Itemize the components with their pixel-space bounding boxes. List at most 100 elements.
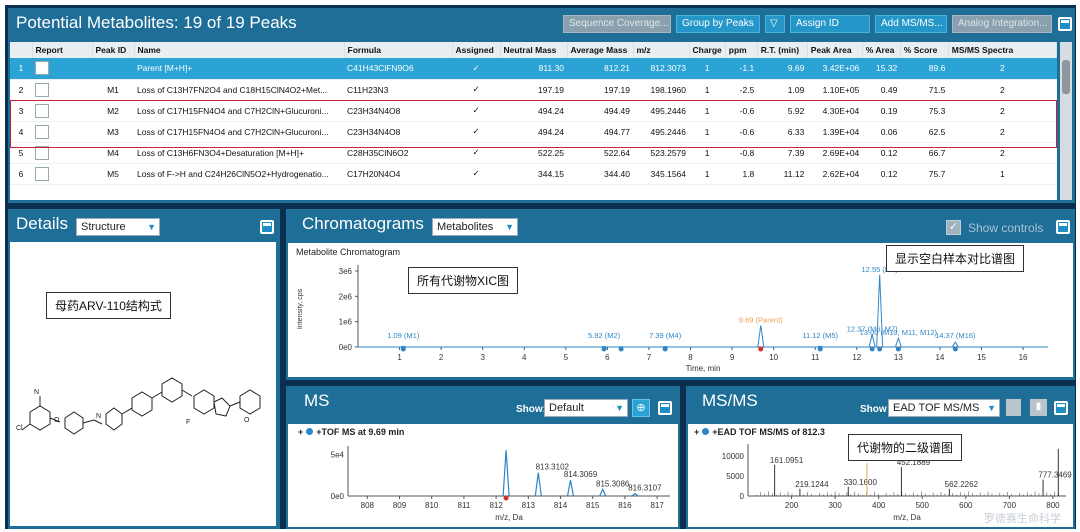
- analog-integration-button[interactable]: Analog Integration...: [952, 15, 1052, 33]
- cell-score: 89.6: [900, 58, 949, 80]
- report-checkbox[interactable]: [35, 145, 49, 160]
- trace-dot-icon: [306, 428, 314, 435]
- peak-marker: [869, 346, 875, 352]
- chevron-down-icon: ▼: [147, 222, 156, 232]
- cell-parea: 0.06: [862, 121, 901, 143]
- cell-idx: 3: [10, 100, 32, 122]
- col-header-msms-spectra[interactable]: MS/MS Spectra: [948, 42, 1057, 58]
- peak-label: 452.1889: [897, 458, 931, 467]
- table-row[interactable]: 3 M2 Loss of C17H15FN4O4 and C7H2ClN+Glucu…: [10, 100, 1057, 122]
- expand-icon[interactable]: +: [298, 427, 304, 437]
- svg-text:O: O: [244, 417, 250, 424]
- x-tick-label: 9: [730, 353, 735, 362]
- ms-spectrum-chart[interactable]: 0e0 5e4 808 809 810 811 812 813 814 815 816 817 m/z,…: [288, 424, 678, 527]
- report-cell[interactable]: [32, 58, 92, 80]
- table-row[interactable]: 6 M5 Loss of F->H and C24H26ClN5O2+Hydroge…: [10, 163, 1057, 185]
- col-header-neutral-mass[interactable]: Neutral Mass: [500, 42, 568, 58]
- structure-annotation: 母药ARV-110结构式: [46, 292, 171, 319]
- msms-show-select[interactable]: EAD TOF MS/MS ▼: [888, 399, 1000, 417]
- msms-maximize-icon[interactable]: [1054, 401, 1068, 415]
- report-cell[interactable]: [32, 163, 92, 185]
- cell-msms: 2: [948, 79, 1057, 101]
- peaks-table: Report Peak ID Name Formula Assigned Neu…: [10, 42, 1057, 185]
- table-scrollbar[interactable]: [1060, 42, 1072, 200]
- report-checkbox[interactable]: [35, 124, 49, 139]
- x-tick-label: 4: [522, 353, 527, 362]
- col-header-peak-area[interactable]: Peak Area: [807, 42, 863, 58]
- peak-label: 777.3469: [1038, 471, 1072, 480]
- col-header-report[interactable]: Report: [32, 42, 93, 58]
- scrollbar-thumb[interactable]: [1062, 60, 1070, 94]
- y-axis-label: Intensity, cps: [297, 288, 304, 329]
- col-header-average-mass[interactable]: Average Mass: [567, 42, 634, 58]
- x-tick-label: 811: [458, 501, 471, 510]
- col-header-assigned[interactable]: Assigned: [452, 42, 501, 58]
- table-row[interactable]: 2 M1 Loss of C13H7FN2O4 and C18H15ClN4O2+M…: [10, 79, 1057, 101]
- add-msms-button[interactable]: Add MS/MS...: [875, 15, 947, 33]
- cell-rt: 1.09: [757, 79, 808, 101]
- col-header-charge[interactable]: Charge: [689, 42, 726, 58]
- ms-show-select[interactable]: Default ▼: [544, 399, 628, 417]
- sequence-coverage-button[interactable]: Sequence Coverage...: [563, 15, 671, 33]
- table-row[interactable]: 1 Parent [M+H]+ C41H43ClFN9O6 ✓ 811.30 812.21…: [10, 58, 1057, 80]
- cell-ppm: -1.1: [725, 58, 758, 80]
- svg-text:N: N: [96, 413, 101, 420]
- expand-icon[interactable]: +: [694, 427, 700, 437]
- col-header-percent-score[interactable]: % Score: [900, 42, 949, 58]
- report-checkbox[interactable]: [35, 61, 49, 76]
- svg-text:F: F: [186, 419, 190, 426]
- details-panel: Details Structure ▼ 母药ARV-110结构式: [8, 209, 280, 529]
- report-checkbox[interactable]: [35, 166, 49, 181]
- col-header-formula[interactable]: Formula: [344, 42, 453, 58]
- report-cell[interactable]: [32, 79, 92, 101]
- report-cell[interactable]: [32, 121, 92, 143]
- x-tick-label: 814: [554, 501, 568, 510]
- col-header-ppm[interactable]: ppm: [725, 42, 758, 58]
- col-header-percent-area[interactable]: % Area: [862, 42, 901, 58]
- cell-area: 1.39E+04: [807, 121, 863, 143]
- chromatogram-view-select[interactable]: Metabolites ▼: [432, 218, 518, 236]
- delete-button[interactable]: ▮: [1030, 399, 1047, 416]
- maximize-icon[interactable]: [1058, 17, 1072, 31]
- x-tick-label: 817: [650, 501, 664, 510]
- col-header-mz[interactable]: m/z: [633, 42, 690, 58]
- cell-mz: 495.2446: [633, 121, 689, 143]
- cell-rt: 6.33: [757, 121, 808, 143]
- col-header-index[interactable]: [10, 42, 33, 58]
- details-maximize-icon[interactable]: [260, 220, 274, 234]
- group-by-peaks-button[interactable]: Group by Peaks: [676, 15, 760, 33]
- x-tick-label: 1: [397, 353, 402, 362]
- assign-id-button[interactable]: Assign ID: [790, 15, 870, 33]
- cell-formula: C11H23N3: [344, 79, 452, 101]
- structure-drawing: Cl N O N F O: [16, 377, 261, 435]
- trace-dot-icon: [702, 428, 710, 435]
- zoom-button[interactable]: ⊕: [632, 399, 650, 417]
- col-header-peak-id[interactable]: Peak ID: [92, 42, 135, 58]
- col-header-rt[interactable]: R.T. (min): [757, 42, 808, 58]
- cell-charge: 1: [689, 79, 726, 101]
- cell-parea: 15.32: [862, 58, 901, 80]
- x-tick-label: 16: [1019, 353, 1028, 362]
- msms-spectrum-chart[interactable]: 0 5000 10000 200 300 400 500 600 700 800 m/z, Da 16…: [688, 424, 1073, 527]
- report-checkbox[interactable]: [35, 103, 49, 118]
- cell-area: 3.42E+06: [807, 58, 863, 80]
- show-controls-checkbox[interactable]: ✓: [946, 220, 961, 235]
- y-tick-label: 5000: [726, 472, 744, 481]
- precursor-marker: [503, 495, 509, 501]
- filter-button[interactable]: ▽: [765, 15, 785, 33]
- cell-name: Loss of C17H15FN4O4 and C7H2ClN+Glucuron…: [134, 100, 344, 122]
- col-header-name[interactable]: Name: [134, 42, 345, 58]
- report-checkbox[interactable]: [35, 82, 49, 97]
- details-view-select[interactable]: Structure ▼: [76, 218, 160, 236]
- cell-name: Parent [M+H]+: [134, 58, 344, 80]
- ms-maximize-icon[interactable]: [658, 401, 672, 415]
- msms-option-button[interactable]: [1006, 399, 1021, 416]
- peak-label: 11.12 (M5): [802, 331, 838, 340]
- cell-rt: 5.92: [757, 100, 808, 122]
- cell-msms: 2: [948, 100, 1057, 122]
- chromatogram-maximize-icon[interactable]: [1056, 220, 1070, 234]
- peaks-panel: Potential Metabolites: 19 of 19 Peaks Se…: [8, 8, 1075, 203]
- table-row[interactable]: 4 M3 Loss of C17H15FN4O4 and C7H2ClN+Glucu…: [10, 121, 1057, 143]
- report-cell[interactable]: [32, 100, 92, 122]
